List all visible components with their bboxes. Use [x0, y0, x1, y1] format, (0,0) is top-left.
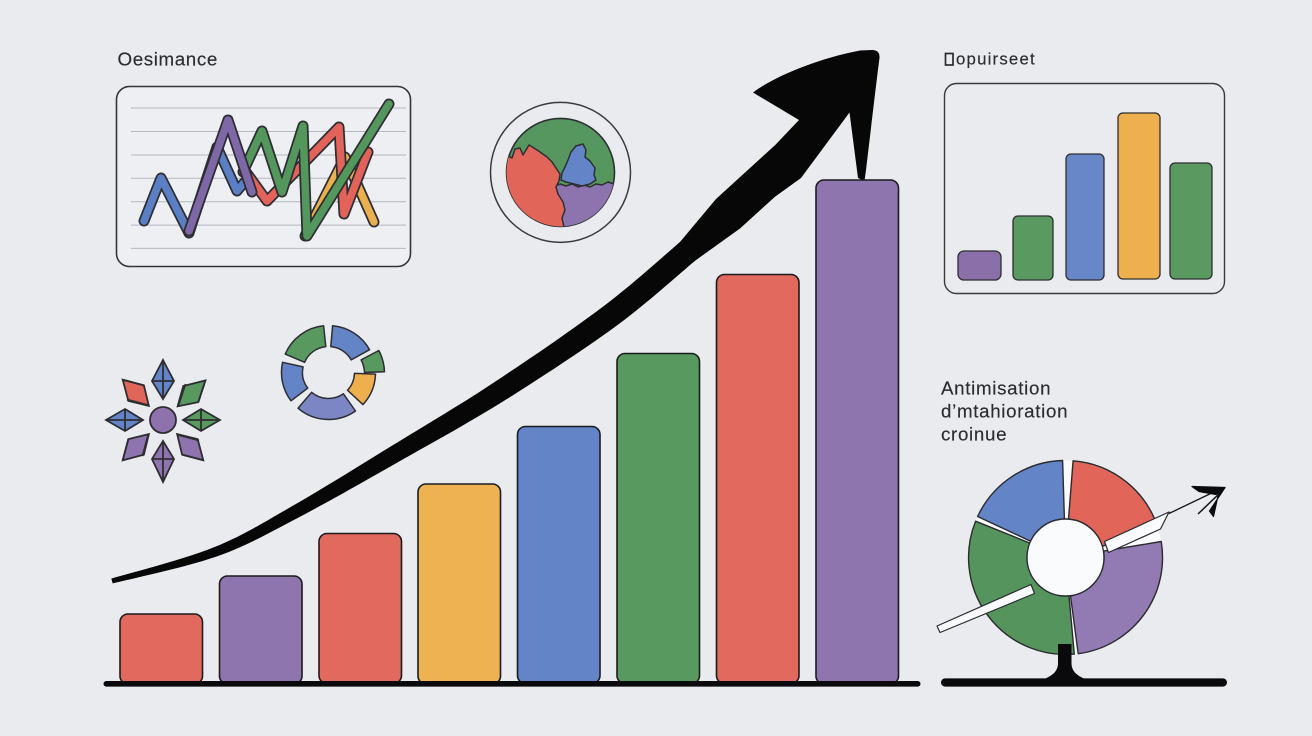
svg-text:d’mtahioration: d’mtahioration — [941, 401, 1068, 422]
svg-text:croinue: croinue — [941, 424, 1007, 445]
svg-text:Antimisation: Antimisation — [941, 378, 1051, 399]
svg-text:opuirseet: opuirseet — [956, 50, 1036, 69]
svg-text:Oesimance: Oesimance — [118, 49, 218, 70]
